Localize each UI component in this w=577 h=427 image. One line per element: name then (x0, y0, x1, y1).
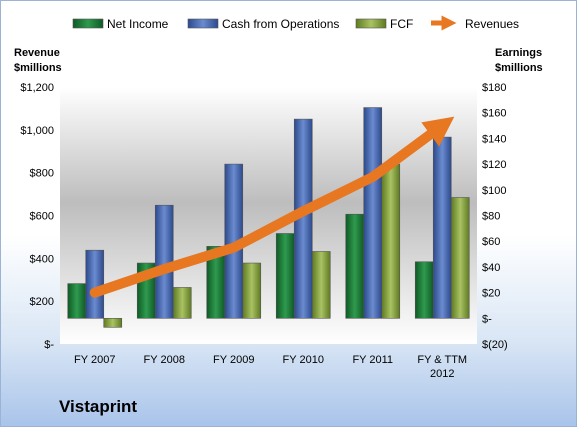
right-tick-label: $100 (482, 185, 506, 197)
category-label: FY 2010 (283, 354, 324, 366)
bar-cash-from-operations (85, 249, 105, 319)
legend-label-net-income: Net Income (107, 17, 169, 31)
left-tick-label: $- (44, 339, 54, 351)
right-tick-label: $20 (482, 288, 500, 300)
revenue-line (89, 116, 455, 298)
legend-swatch-fcf (355, 18, 387, 29)
right-axis-title-line2: $millions (495, 62, 543, 74)
legend-swatch-cash-from-operations (187, 18, 219, 29)
right-tick-label: $60 (482, 236, 500, 248)
category-label: FY 2007 (74, 354, 115, 366)
bar-cash-from-operations (154, 204, 174, 319)
right-axis-ticks: $(20) $- $20 $40 $60 $80 $100 $120 $140 $160 $180 (482, 82, 508, 351)
legend: Net Income Cash from Operations FCF Revenue… (72, 15, 519, 31)
legend-label-revenues: Revenues (465, 17, 519, 31)
bar-net-income (275, 233, 295, 319)
left-axis-title-line2: $millions (14, 62, 62, 74)
legend-label-cash-from-operations: Cash from Operations (222, 17, 339, 31)
bar-fcf (103, 317, 123, 328)
right-tick-label: $- (482, 313, 492, 325)
right-tick-label: $(20) (482, 339, 508, 351)
left-axis-ticks: $- $200 $400 $600 $800 $1,000 $1,200 (20, 82, 54, 351)
bar-net-income (414, 261, 434, 319)
left-tick-label: $600 (30, 211, 54, 223)
company-name: Vistaprint (59, 397, 138, 416)
left-tick-label: $1,200 (20, 82, 54, 94)
left-tick-label: $400 (30, 253, 54, 265)
left-tick-label: $1,000 (20, 125, 54, 137)
bar-cash-from-operations (363, 107, 383, 319)
legend-label-fcf: FCF (390, 17, 413, 31)
left-axis-title-line1: Revenue (14, 47, 60, 59)
bar-fcf (450, 197, 470, 319)
bar-net-income (345, 213, 365, 319)
category-label: FY 2011 (352, 354, 393, 366)
left-tick-label: $200 (30, 296, 54, 308)
bar-fcf (172, 287, 192, 319)
bar-fcf (381, 163, 401, 319)
category-label: FY & TTM 2012 (417, 354, 467, 380)
left-tick-label: $800 (30, 168, 54, 180)
right-tick-label: $180 (482, 82, 506, 94)
plot-area (60, 87, 477, 344)
category-label: FY 2008 (144, 354, 185, 366)
right-axis-title-line1: Earnings (495, 47, 542, 59)
bar-fcf (311, 251, 331, 319)
right-tick-label: $160 (482, 108, 506, 120)
right-tick-label: $140 (482, 133, 506, 145)
category-label: FY 2009 (213, 354, 254, 366)
bar-net-income (67, 283, 87, 319)
legend-swatch-net-income (72, 18, 104, 29)
revenue-line-path (89, 116, 455, 298)
right-tick-label: $80 (482, 211, 500, 223)
bar-fcf (242, 262, 262, 319)
right-tick-label: $40 (482, 262, 500, 274)
category-labels: FY 2007 FY 2008 FY 2009 FY 2010 FY 2011 FY & … (74, 354, 467, 380)
right-tick-label: $120 (482, 159, 506, 171)
bar-cash-from-operations (432, 136, 452, 319)
